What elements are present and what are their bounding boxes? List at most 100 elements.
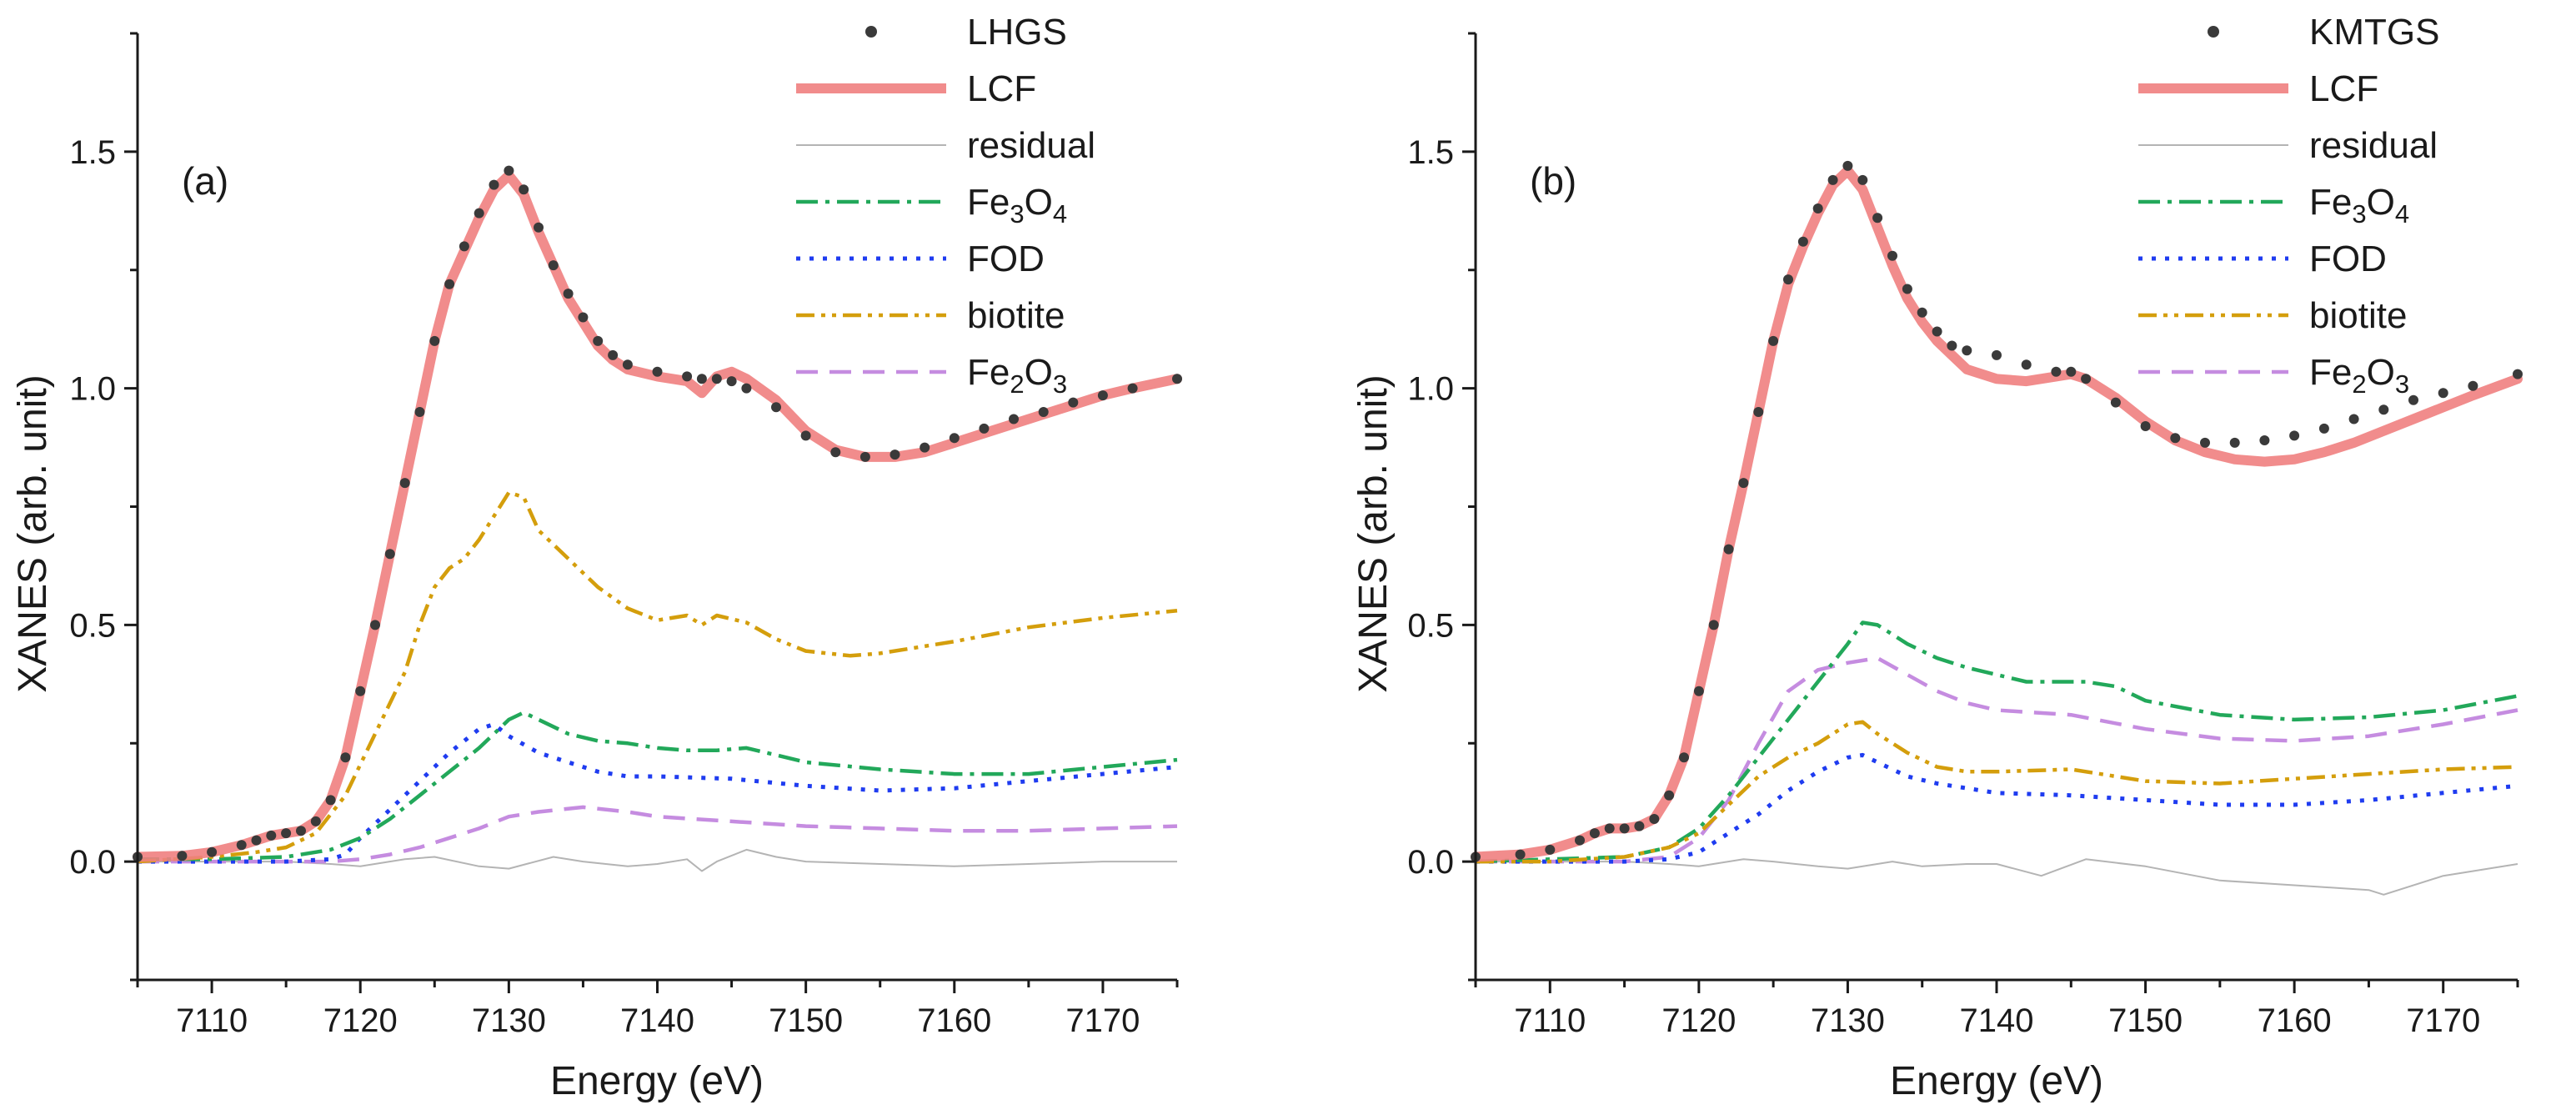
panel-a-data-point bbox=[534, 222, 544, 233]
panel-b-legend-item-fe2o3: Fe2O3 bbox=[2138, 352, 2409, 399]
panel-a-data-point bbox=[1172, 374, 1182, 384]
panel-b-data-point bbox=[2066, 366, 2077, 377]
panel-a-y-tick-label: 1.0 bbox=[69, 371, 116, 408]
panel-a-series-fe2o3-line bbox=[138, 805, 1178, 864]
panel-a-data-point bbox=[504, 165, 514, 176]
panel-a-legend-item-biotite: biotite bbox=[796, 295, 1065, 336]
panel-a-legend-label-residual: residual bbox=[967, 125, 1095, 166]
panel-a-legend-item-residual: residual bbox=[796, 125, 1095, 166]
panel-b-x-tick-label: 7110 bbox=[1514, 1002, 1586, 1039]
panel-a-data-point bbox=[459, 241, 469, 252]
panel-b-label: (b) bbox=[1530, 159, 1576, 203]
panel-b-data-point bbox=[2170, 433, 2181, 444]
panel-b-data-point bbox=[1947, 340, 1957, 351]
panel-a-x-tick-label: 7130 bbox=[472, 1002, 546, 1039]
panel-b-data-point bbox=[2110, 397, 2121, 408]
panel-b-legend-label-residual: residual bbox=[2309, 125, 2438, 166]
panel-a-data-point bbox=[1009, 414, 1019, 424]
panel-a-series-data bbox=[133, 165, 1182, 862]
panel-a-legend-item-fe3o4: Fe3O4 bbox=[796, 182, 1067, 229]
panel-a-data-point bbox=[726, 376, 737, 387]
panel-b-x-tick-label: 7170 bbox=[2406, 1002, 2480, 1039]
panel-a-label: (a) bbox=[182, 159, 228, 203]
panel-a-x-tick-label: 7110 bbox=[176, 1002, 248, 1039]
panel-a-data-point bbox=[593, 335, 604, 346]
panel-a-y-tick-label: 1.5 bbox=[69, 134, 116, 171]
panel-b-data-point bbox=[1708, 620, 1719, 630]
panel-b-axes: 7110 7120 7130 7140 7150 7160 7170 0.0 0.5 1.0 1.5 bbox=[1407, 32, 2519, 1039]
panel-a-data-point bbox=[489, 179, 499, 190]
panel-a-data-point bbox=[310, 816, 321, 826]
panel-b-series-fe2o3-line bbox=[1476, 655, 2518, 864]
panel-b-data-point bbox=[2408, 394, 2418, 405]
panel-b-data-point bbox=[1842, 160, 1853, 171]
panel-b-data-point bbox=[1693, 686, 1704, 696]
panel-a: 7110 7120 7130 7140 7150 7160 7170 0.0 0.5 1.0 1.5… bbox=[11, 12, 1182, 1103]
panel-a-data-point bbox=[296, 826, 306, 836]
panel-b-data-point bbox=[1679, 752, 1689, 763]
panel-a-x-tick-label: 7150 bbox=[769, 1002, 843, 1039]
panel-a-data-point bbox=[281, 828, 292, 839]
panel-a-data-point bbox=[711, 374, 722, 384]
panel-a-data-point bbox=[474, 208, 484, 218]
panel-b-data-point bbox=[2438, 388, 2448, 399]
panel-a-data-point bbox=[652, 366, 663, 377]
panel-a-series-fod-line bbox=[138, 722, 1178, 864]
panel-b-legend-label-fod: FOD bbox=[2309, 239, 2387, 279]
panel-b-x-tick-label: 7120 bbox=[1661, 1002, 1736, 1039]
panel-b-y-tick-label: 0.0 bbox=[1407, 844, 1454, 881]
panel-b-series-fod-line bbox=[1476, 752, 2518, 864]
panel-b-data-point bbox=[1575, 835, 1585, 846]
panel-a-x-tick-label: 7140 bbox=[620, 1002, 694, 1039]
panel-b-data-point bbox=[1604, 823, 1615, 834]
panel-a-data-point bbox=[920, 442, 930, 453]
panel-b-data-point bbox=[1932, 326, 1942, 337]
panel-a-legend: LHGS LCF residual Fe3O4 FOD biotite Fe2O3 bbox=[796, 12, 1095, 399]
panel-a-data-point bbox=[177, 851, 188, 861]
panel-b-data-point bbox=[1619, 823, 1630, 834]
panel-a-legend-label-data: LHGS bbox=[967, 12, 1067, 53]
panel-a-series-biotite-line bbox=[137, 490, 1178, 864]
panel-b-data-point bbox=[1515, 849, 1526, 860]
panel-a-legend-label-fe3o4: Fe3O4 bbox=[967, 182, 1067, 229]
panel-b-data-point bbox=[2348, 414, 2359, 424]
panel-b-data-point bbox=[2229, 437, 2240, 448]
panel-b-data-point bbox=[2468, 380, 2478, 391]
panel-a-data-point bbox=[251, 835, 262, 846]
panel-b-data-point bbox=[1992, 349, 2002, 360]
panel-a-legend-item-fe2o3: Fe2O3 bbox=[796, 352, 1067, 399]
panel-a-data-point bbox=[800, 430, 811, 441]
panel-b-series-biotite-line bbox=[1476, 720, 2518, 864]
panel-a-data-point bbox=[696, 374, 707, 384]
panel-a-data-point bbox=[622, 359, 633, 370]
panel-a-data-point bbox=[771, 402, 781, 413]
panel-b-data-point bbox=[1783, 274, 1793, 285]
panel-a-data-point bbox=[399, 478, 410, 489]
panel-a-data-point bbox=[860, 451, 870, 462]
panel-b-data-point bbox=[1827, 174, 1838, 185]
panel-a-data-point bbox=[890, 450, 900, 460]
panel-b-y-tick-label: 1.0 bbox=[1407, 371, 1454, 408]
panel-a-axes: 7110 7120 7130 7140 7150 7160 7170 0.0 0.5 1.0 1.5 bbox=[69, 32, 1179, 1039]
panel-b-y-tick-label: 1.5 bbox=[1407, 134, 1454, 171]
panel-a-data-point bbox=[325, 795, 336, 806]
panel-b-x-tick-label: 7140 bbox=[1960, 1002, 2034, 1039]
panel-a-data-point bbox=[207, 846, 218, 857]
panel-b-x-tick-label: 7130 bbox=[1811, 1002, 1885, 1039]
panel-b-data-point bbox=[2259, 435, 2270, 445]
panel-a-data-point bbox=[1097, 390, 1108, 401]
panel-a-data-point bbox=[1068, 397, 1079, 408]
panel-b-legend-item-fe3o4: Fe3O4 bbox=[2138, 182, 2409, 229]
panel-a-data-point bbox=[949, 433, 960, 444]
panel-a-data-point bbox=[444, 279, 455, 289]
panel-a-data-point bbox=[519, 184, 529, 195]
panel-b-data-point bbox=[1589, 828, 1600, 839]
panel-b-data-point bbox=[2289, 430, 2300, 441]
panel-b-data-point bbox=[1664, 790, 1675, 801]
panel-a-x-tick-label: 7160 bbox=[917, 1002, 991, 1039]
panel-b: 7110 7120 7130 7140 7150 7160 7170 0.0 0.5 1.0 1.5… bbox=[1351, 12, 2523, 1103]
panel-a-x-tick-label: 7170 bbox=[1065, 1002, 1140, 1039]
panel-a-y-tick-label: 0.5 bbox=[69, 607, 116, 644]
panel-b-legend-item-lcf: LCF bbox=[2138, 68, 2378, 109]
panel-b-series-fe3o4-line bbox=[1475, 620, 2518, 864]
